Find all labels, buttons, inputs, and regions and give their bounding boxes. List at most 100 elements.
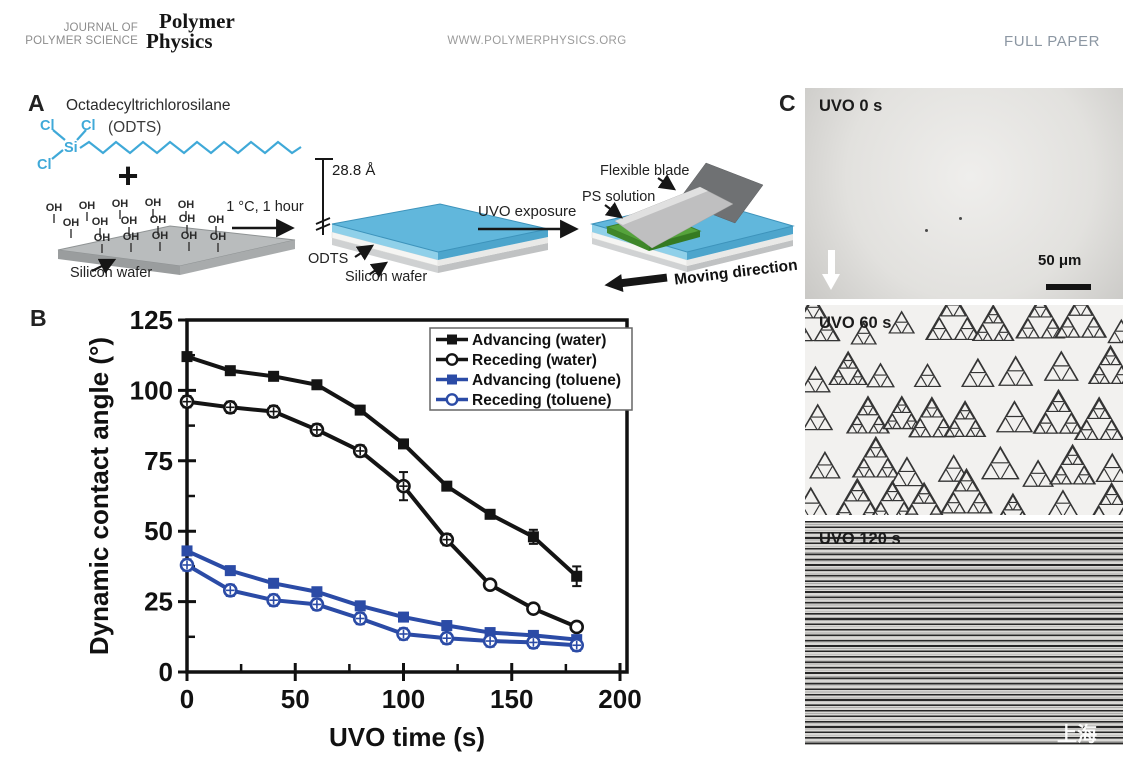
watermark: 上海: [1057, 724, 1097, 745]
article-type-badge: FULL PAPER: [1003, 33, 1100, 50]
data-marker: [224, 565, 236, 577]
oh-group-label: OH: [94, 232, 111, 244]
scale-bar: [1046, 284, 1091, 290]
coating-direction-arrow: [822, 250, 840, 290]
data-marker: [569, 619, 585, 635]
x-tick-label: 0: [180, 684, 194, 714]
odts-layer-label: ODTS: [308, 251, 348, 267]
uvo-step-label: UVO exposure: [478, 203, 576, 220]
data-marker: [526, 601, 541, 616]
panel-a-schematic: Octadecyltrichlorosilane (ODTS) Cl Cl Si…: [37, 97, 798, 293]
thickness-measure-line: [315, 158, 333, 235]
series-line: [185, 563, 577, 648]
oh-group-label: OH: [208, 214, 225, 226]
x-tick-label: 100: [382, 684, 425, 714]
journal-name-line1: JOURNAL OF: [63, 22, 138, 34]
dust-dot: [959, 217, 962, 220]
legend-entry: Advancing (water): [472, 332, 606, 349]
x-axis-title: UVO time (s): [329, 722, 485, 752]
data-marker: [311, 379, 323, 391]
dust-dot: [925, 229, 928, 232]
silicon-wafer-arrow-mid: [369, 261, 389, 278]
ps-solution-label: PS solution: [582, 189, 655, 205]
data-marker: [571, 570, 583, 582]
ps-solution-arrow: [604, 201, 623, 219]
data-marker: [268, 577, 280, 589]
oh-group-label: OH: [63, 217, 80, 229]
micrograph-uvo-120s: UVO 120 s 上海: [805, 521, 1123, 745]
data-marker: [484, 627, 496, 639]
data-marker: [441, 620, 453, 632]
panel-a-label: A: [28, 90, 45, 116]
odts-layer-arrow: [354, 244, 375, 261]
odts-structure-bonds: [51, 129, 302, 160]
x-tick-label: 200: [598, 684, 641, 714]
data-marker: [398, 438, 409, 450]
y-tick-label: 50: [144, 516, 173, 546]
micrograph-label-60s: UVO 60 s: [819, 314, 892, 332]
y-tick-label: 75: [144, 446, 173, 476]
panel-c-label: C: [779, 90, 796, 116]
data-marker: [398, 611, 409, 623]
reaction-condition-label: 1 °C, 1 hour: [226, 199, 304, 215]
data-marker: [181, 545, 193, 557]
contact-angle-chart: 0 50 100 150 200 0 25 50 75 100 125 UVO time (s) Dyn…: [84, 305, 642, 752]
cl-atom-2: Cl: [81, 118, 96, 134]
micrograph-label-0s: UVO 0 s: [819, 97, 883, 115]
silicon-wafer-label-left: Silicon wafer: [70, 265, 152, 281]
oh-group-label: OH: [210, 231, 227, 243]
journal-name-line2: POLYMER SCIENCE: [25, 35, 138, 47]
logo-line1: Polymer: [159, 9, 235, 33]
data-marker: [311, 586, 323, 598]
oh-group-label: OH: [178, 199, 195, 211]
oh-group-label: OH: [181, 230, 198, 242]
legend-entry: Receding (water): [472, 352, 597, 369]
series-line: [186, 549, 577, 642]
data-marker: [181, 351, 193, 363]
oh-group-label: OH: [145, 197, 162, 209]
molecule-abbreviation: (ODTS): [108, 119, 161, 136]
oh-group-label: OH: [112, 198, 129, 210]
dendritic-pattern: [805, 305, 1123, 515]
silicon-wafer-arrow-left: [91, 258, 117, 274]
data-marker: [224, 365, 236, 377]
film-thickness-label: 28.8 Å: [332, 162, 375, 179]
x-tick-label: 50: [281, 684, 310, 714]
moving-direction-arrow: [604, 273, 668, 293]
y-tick-label: 0: [159, 657, 173, 687]
journal-website: WWW.POLYMERPHYSICS.ORG: [447, 35, 627, 47]
series-line: [186, 354, 579, 578]
oh-group-label: OH: [79, 200, 96, 212]
logo-line2: Physics: [146, 29, 213, 53]
oh-group-label: OH: [46, 202, 63, 214]
y-tick-label: 25: [144, 587, 173, 617]
coating-assembly: [590, 162, 795, 272]
oh-group-label: OH: [121, 215, 138, 227]
silicon-wafer-label-mid: Silicon wafer: [345, 269, 427, 285]
micrograph-label-120s: UVO 120 s: [819, 530, 901, 548]
data-marker: [527, 531, 539, 543]
oh-group-label: OH: [123, 231, 140, 243]
y-axis-title: Dynamic contact angle (°): [84, 337, 114, 655]
oh-group-label: OH: [179, 213, 196, 225]
data-marker: [441, 480, 453, 492]
silicon-wafer-left: [57, 225, 296, 275]
odts-coated-wafer: [331, 203, 549, 273]
y-tick-label: 125: [130, 305, 173, 335]
journal-logo: Polymer Physics: [146, 9, 235, 53]
chart-legend: Advancing (water) Receding (water) Advanci…: [429, 327, 633, 411]
legend-entry: Receding (toluene): [472, 392, 612, 409]
si-atom: Si: [64, 140, 78, 156]
journal-name: JOURNAL OF POLYMER SCIENCE: [10, 22, 138, 48]
plus-sign: +: [117, 155, 138, 196]
y-tick-label: 100: [130, 375, 173, 405]
data-marker: [268, 370, 280, 382]
scale-bar-label: 50 μm: [1038, 252, 1082, 269]
micrograph-uvo-60s: UVO 60 s: [805, 305, 1123, 515]
data-marker: [484, 508, 496, 520]
micrograph-uvo-0s: UVO 0 s 50 μm: [805, 88, 1123, 299]
oh-group-label: OH: [92, 216, 109, 228]
panel-b-label: B: [30, 305, 47, 331]
